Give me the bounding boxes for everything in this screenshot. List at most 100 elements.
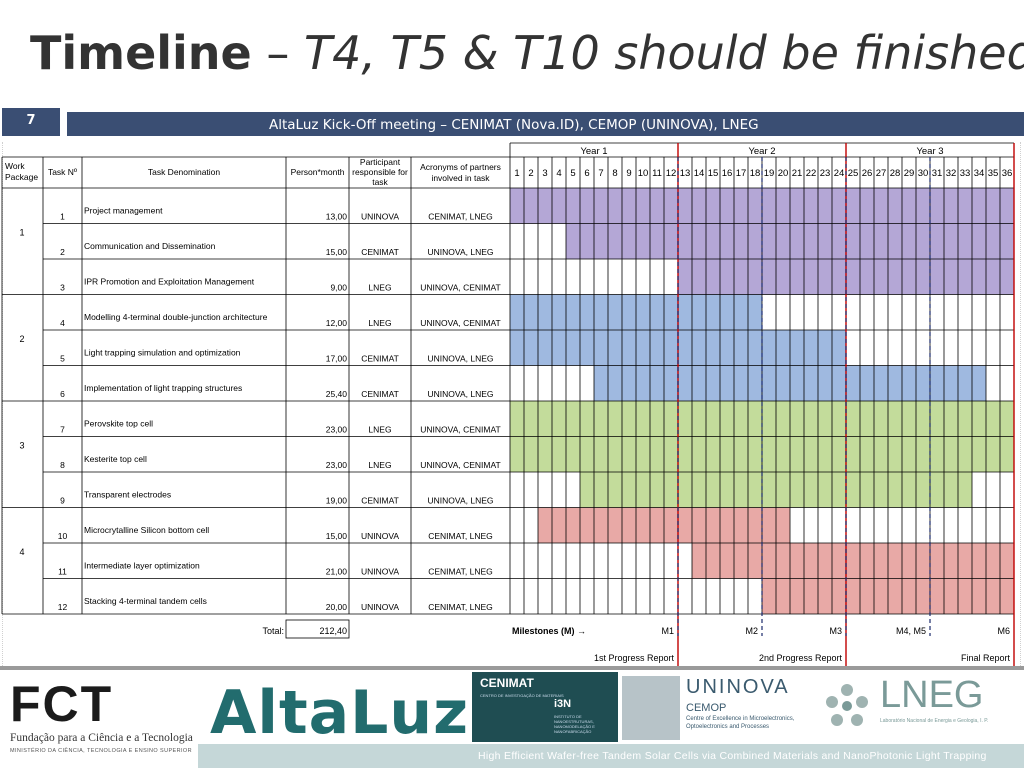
page-title: Timeline – T4, T5 & T10 should be finish…: [30, 26, 1024, 86]
title-dash: –: [251, 26, 305, 80]
month-label: 9: [626, 168, 631, 179]
milestone-name: M3: [829, 626, 842, 636]
cenimat-i3n-logo: CENIMAT CENTRO DE INVESTIGAÇÃO DE MATERI…: [472, 672, 618, 742]
report-label: 1st Progress Report: [594, 653, 675, 663]
i3n-logo-subtitle: INSTITUTO DE NANOESTRUTURAS, NANOMODELAÇ…: [554, 714, 595, 734]
year-label: Year 1: [580, 146, 607, 157]
person-month-value: 15,00: [326, 247, 348, 257]
partner-acronyms: UNINOVA, LNEG: [428, 389, 494, 399]
person-month-value: 21,00: [326, 567, 348, 577]
milestone-name: M2: [745, 626, 758, 636]
partner-acronyms: UNINOVA, LNEG: [428, 496, 494, 506]
partner-acronyms: UNINOVA, LNEG: [428, 247, 494, 257]
task-number: 11: [58, 567, 67, 577]
partner-acronyms: UNINOVA, CENIMAT: [420, 425, 500, 435]
month-label: 32: [946, 168, 957, 179]
month-label: 18: [750, 168, 761, 179]
uninova-logo-text: UNINOVA: [686, 676, 790, 698]
month-label: 17: [736, 168, 747, 179]
task-number: 9: [60, 496, 65, 506]
month-label: 24: [834, 168, 845, 179]
month-label: 31: [932, 168, 943, 179]
responsible-partner: CENIMAT: [361, 389, 399, 399]
month-label: 27: [876, 168, 887, 179]
footer-logos: FCT Fundação para a Ciência e a Tecnolog…: [0, 672, 1024, 768]
task-number: 10: [58, 531, 68, 541]
task-number: 1: [60, 212, 65, 222]
fct-logo: FCT Fundação para a Ciência e a Tecnolog…: [10, 672, 210, 762]
header-banner: AltaLuz Kick-Off meeting – CENIMAT (Nova…: [67, 112, 1024, 136]
month-label: 7: [598, 168, 603, 179]
responsible-partner: UNINOVA: [361, 602, 399, 612]
header-participant-responsible: task: [372, 177, 388, 187]
year-label: Year 2: [748, 146, 775, 157]
total-value: 212,40: [319, 626, 347, 636]
header-task-number: Task Nº: [48, 167, 77, 177]
task-number: 2: [60, 247, 65, 257]
responsible-partner: CENIMAT: [361, 247, 399, 257]
month-label: 14: [694, 168, 705, 179]
month-label: 22: [806, 168, 817, 179]
slide-number: 7: [2, 108, 60, 136]
work-package-label: 3: [19, 440, 24, 450]
responsible-partner: UNINOVA: [361, 531, 399, 541]
month-label: 19: [764, 168, 775, 179]
footer-separator: [0, 666, 1024, 670]
partner-acronyms: UNINOVA, CENIMAT: [420, 283, 500, 293]
task-name: Stacking 4-terminal tandem cells: [84, 596, 207, 606]
partner-acronyms: UNINOVA, CENIMAT: [420, 460, 500, 470]
report-label: Final Report: [961, 653, 1011, 663]
responsible-partner: LNEG: [368, 283, 391, 293]
right-dotted-guide: [1020, 142, 1021, 668]
lneg-logo-subtitle: Laboratório Nacional de Energia e Geolog…: [880, 718, 989, 724]
month-label: 29: [904, 168, 915, 179]
task-name: Communication and Dissemination: [84, 241, 216, 251]
total-box: [285, 619, 350, 639]
task-name: IPR Promotion and Exploitation Managemen…: [84, 277, 255, 287]
task-name: Intermediate layer optimization: [84, 561, 200, 571]
cemop-logo-text: CEMOP: [686, 702, 727, 714]
header-acronyms-partners: involved in task: [431, 173, 490, 183]
header-person-month: Person*month: [291, 167, 345, 177]
year-label: Year 3: [916, 146, 943, 157]
fct-logo-text: FCT: [10, 676, 114, 732]
month-label: 34: [974, 168, 985, 179]
title-italic: T4, T5 & T10 should be finished: [304, 26, 1024, 80]
task-name: Modelling 4-terminal double-junction arc…: [84, 312, 268, 322]
month-label: 26: [862, 168, 873, 179]
uninova-emblem-icon: [622, 676, 680, 740]
banner-text: AltaLuz Kick-Off meeting – CENIMAT (Nova…: [269, 117, 759, 133]
lneg-logo-text: LNEG: [880, 674, 984, 716]
cenimat-logo-text: CENIMAT: [480, 676, 534, 690]
person-month-value: 9,00: [330, 283, 347, 293]
partner-acronyms: CENIMAT, LNEG: [428, 531, 493, 541]
month-label: 15: [708, 168, 719, 179]
cenimat-logo-subtitle: CENTRO DE INVESTIGAÇÃO DE MATERIAIS: [480, 693, 564, 698]
task-bar: [692, 543, 1014, 579]
gantt-chart: 1 2 3 4 5 6 7 8 9 10 11 12 13 14 15 16 17 18 19 20 21 22 23 24 2…: [1, 142, 1015, 668]
task-number: 5: [60, 354, 65, 364]
responsible-partner: LNEG: [368, 318, 391, 328]
work-package-label: 2: [19, 334, 24, 344]
report-label: 2nd Progress Report: [759, 653, 843, 663]
header-participant-responsible: responsible for: [352, 167, 408, 177]
task-name: Project management: [84, 206, 163, 216]
person-month-value: 20,00: [326, 602, 348, 612]
month-label: 2: [528, 168, 533, 179]
task-name: Implementation of light trapping structu…: [84, 383, 242, 393]
month-label: 13: [680, 168, 691, 179]
responsible-partner: CENIMAT: [361, 496, 399, 506]
month-label: 11: [652, 168, 662, 179]
responsible-partner: UNINOVA: [361, 212, 399, 222]
month-label: 36: [1002, 168, 1013, 179]
partner-acronyms: CENIMAT, LNEG: [428, 212, 493, 222]
header-acronyms-partners: Acronyms of partners: [420, 162, 501, 172]
task-name: Perovskite top cell: [84, 419, 153, 429]
person-month-value: 23,00: [326, 460, 348, 470]
person-month-value: 13,00: [326, 212, 348, 222]
task-number: 4: [60, 318, 65, 328]
work-package-label: 1: [19, 227, 24, 237]
responsible-partner: LNEG: [368, 460, 391, 470]
fct-logo-subtitle: Fundação para a Ciência e a Tecnologia: [10, 732, 193, 744]
month-label: 35: [988, 168, 999, 179]
